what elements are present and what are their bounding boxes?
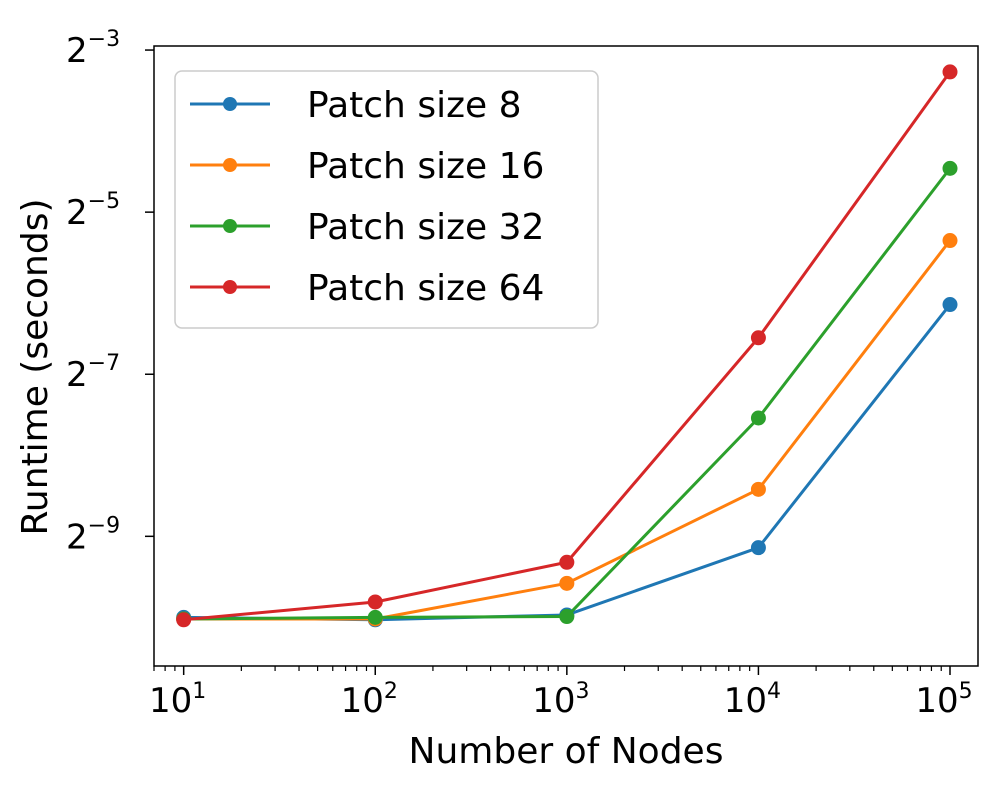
legend-label: Patch size 32 bbox=[307, 207, 544, 248]
y-tick-label: 2−5 bbox=[66, 189, 120, 233]
data-point bbox=[750, 540, 766, 556]
y-axis-ticks: 2−3 2−5 2−7 2−9 bbox=[66, 27, 154, 557]
x-tick-label: 101 bbox=[149, 679, 206, 721]
data-point bbox=[367, 609, 383, 625]
x-tick-label: 105 bbox=[915, 679, 972, 721]
y-tick-label: 2−3 bbox=[66, 27, 120, 71]
y-tick-label: 2−7 bbox=[66, 351, 120, 395]
legend-label: Patch size 16 bbox=[307, 146, 544, 187]
y-tick-label: 2−9 bbox=[66, 513, 120, 557]
data-point bbox=[559, 554, 575, 570]
legend-label: Patch size 8 bbox=[307, 85, 521, 126]
data-point bbox=[750, 330, 766, 346]
legend-marker bbox=[223, 280, 237, 294]
legend-marker bbox=[223, 97, 237, 111]
data-point bbox=[750, 481, 766, 497]
data-point bbox=[367, 594, 383, 610]
legend-marker bbox=[223, 158, 237, 172]
x-axis-ticks: 101 102 103 104 105 bbox=[149, 666, 973, 721]
legend: Patch size 8 Patch size 16 Patch size 32 Pa… bbox=[174, 70, 599, 329]
x-tick-label: 104 bbox=[724, 679, 781, 721]
data-point bbox=[942, 64, 958, 80]
legend-label: Patch size 64 bbox=[307, 268, 544, 309]
data-point bbox=[750, 410, 766, 426]
data-point bbox=[559, 575, 575, 591]
y-axis-label: Runtime (seconds) bbox=[15, 198, 56, 535]
x-tick-label: 102 bbox=[341, 679, 398, 721]
data-point bbox=[942, 297, 958, 313]
x-axis-label: Number of Nodes bbox=[409, 731, 724, 772]
x-minor-ticks bbox=[153, 666, 942, 671]
data-point bbox=[942, 160, 958, 176]
x-tick-label: 103 bbox=[532, 679, 589, 721]
legend-marker bbox=[223, 219, 237, 233]
data-point bbox=[942, 233, 958, 249]
series-layer bbox=[176, 64, 958, 628]
data-point bbox=[176, 612, 192, 628]
legend-frame bbox=[174, 70, 599, 329]
data-point bbox=[559, 609, 575, 625]
